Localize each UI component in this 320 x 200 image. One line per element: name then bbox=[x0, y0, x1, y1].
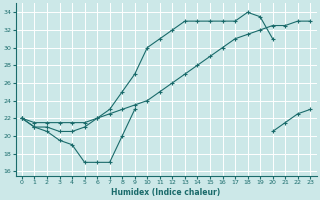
X-axis label: Humidex (Indice chaleur): Humidex (Indice chaleur) bbox=[111, 188, 221, 197]
